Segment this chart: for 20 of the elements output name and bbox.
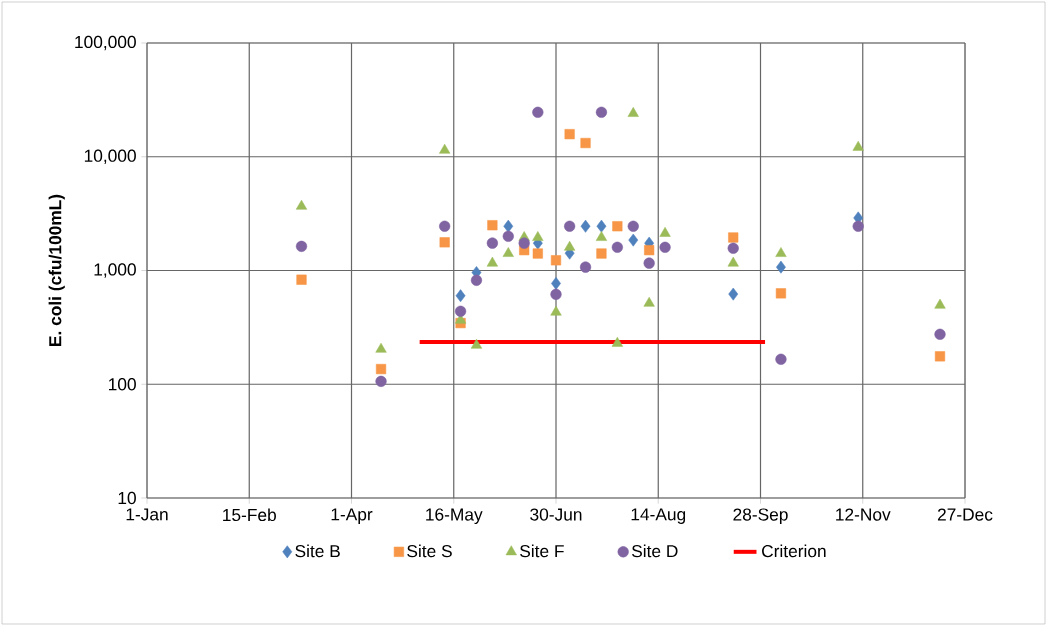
x-tick-label: 28-Sep bbox=[733, 508, 788, 525]
legend-label: Criterion bbox=[762, 544, 826, 558]
x-tick-label: 27-Dec bbox=[937, 508, 993, 521]
x-tick-label: 15-Feb bbox=[223, 508, 276, 522]
x-tick-label: 14-Aug bbox=[631, 508, 686, 524]
y-tick-label: 100 bbox=[109, 378, 136, 391]
x-tick-label: 16-May bbox=[426, 508, 483, 525]
y-axis-title: E. coli (cfu/100mL) bbox=[48, 194, 65, 346]
y-tick-label: 1,000 bbox=[94, 263, 136, 278]
x-tick-label: 12-Nov bbox=[836, 508, 891, 521]
legend-label: Site B bbox=[295, 544, 340, 558]
x-tick-label: 1-Apr bbox=[331, 508, 373, 524]
x-tick-label: 1-Jan bbox=[126, 508, 168, 521]
y-tick-label: 10 bbox=[118, 491, 136, 505]
y-tick-label: 10,000 bbox=[84, 149, 136, 164]
x-tick-label: 30-Jun bbox=[530, 508, 582, 521]
y-tick-label: 100,000 bbox=[75, 35, 136, 51]
legend-label: Site S bbox=[407, 544, 452, 558]
legend-label: Site F bbox=[520, 544, 564, 558]
legend-label: Site D bbox=[631, 544, 678, 558]
